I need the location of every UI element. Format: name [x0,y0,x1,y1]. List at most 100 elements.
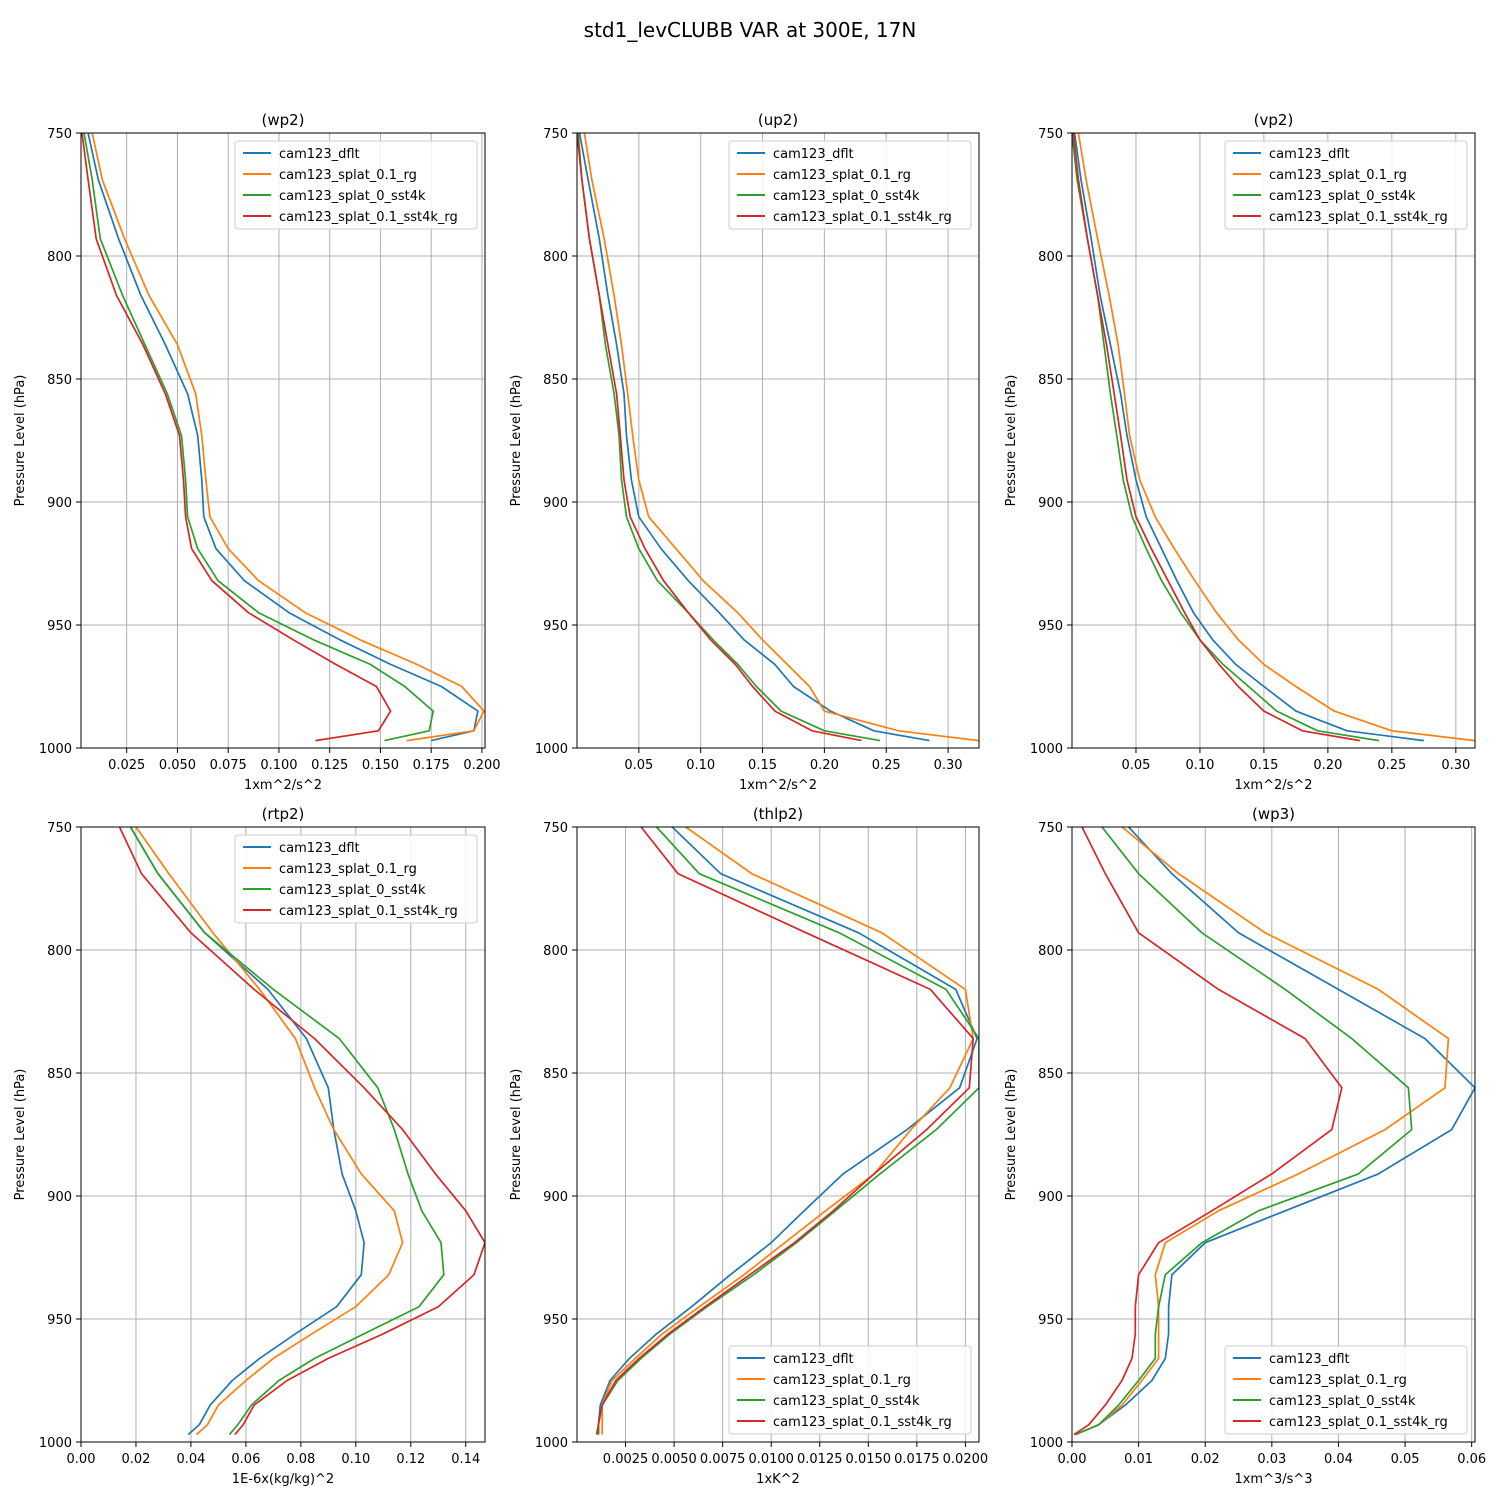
series-line-3 [595,827,979,1435]
y-axis-label: Pressure Level (hPa) [509,375,524,507]
legend-entry-4: cam123_splat_0.1_sst4k_rg [279,210,458,225]
x-tick-label: 0.0175 [894,1452,940,1467]
legend-entry-3: cam123_splat_0_sst4k [773,189,920,204]
y-tick-label: 1000 [1030,742,1063,757]
x-tick-label: 0.20 [810,758,839,773]
x-tick-label: 0.0025 [603,1452,649,1467]
x-tick-label: 0.00 [67,1452,96,1467]
legend-entry-3: cam123_splat_0_sst4k [773,1394,920,1409]
y-tick-label: 900 [1038,1190,1063,1205]
series-group [595,827,979,1435]
panel-6: 0.00 0.01 0.02 0.03 0.04 0.05 0.06 750 800 850 900… [1004,805,1486,1487]
x-tick-label: 0.10 [686,758,715,773]
series-line-3 [1074,827,1413,1436]
x-tick-label: 0.01 [1124,1452,1153,1467]
panel-3: 0.05 0.10 0.15 0.20 0.25 0.30 750 800 850 900 950 1… [1004,111,1476,793]
y-tick-label: 950 [543,1313,568,1328]
y-tick-label: 800 [47,250,72,265]
y-tick-label: 950 [543,619,568,634]
x-tick-label: 0.25 [872,758,901,773]
legend-entry-4: cam123_splat_0.1_sst4k_rg [773,1415,952,1430]
series-line-2 [1074,827,1450,1436]
axes-frame [1071,132,1476,749]
y-tick-label: 1000 [535,742,568,757]
x-tick-label: 0.0150 [846,1452,892,1467]
series-line-2 [583,133,979,742]
legend-entry-3: cam123_splat_0_sst4k [279,883,426,898]
axes-frame [576,826,980,1443]
series-group [577,133,979,742]
y-tick-label: 800 [1038,944,1063,959]
y-tick-label: 1000 [535,1436,568,1451]
y-tick-label: 900 [47,1190,72,1205]
legend-entry-1: cam123_dflt [279,147,360,162]
panel-1: 0.025 0.050 0.075 0.100 0.125 0.150 0.175 0.200… [13,111,501,793]
x-tick-label: 0.03 [1257,1452,1286,1467]
x-tick-label: 0.075 [210,758,247,773]
panel-title: (wp3) [1252,805,1295,823]
series-group [81,133,485,742]
axes-frame [576,132,980,749]
x-tick-label: 0.10 [1185,758,1214,773]
series-line-1 [87,133,479,742]
series-line-4 [577,133,862,742]
legend-entry-4: cam123_splat_0.1_sst4k_rg [1269,210,1448,225]
legend: cam123_dflt cam123_splat_0.1_rg cam123_spl… [1224,140,1468,230]
legend-box [728,1345,972,1435]
series-line-2 [135,827,404,1436]
y-tick-label: 900 [543,496,568,511]
x-tick-label: 0.025 [108,758,145,773]
legend-box [1224,1345,1468,1435]
y-tick-label: 800 [47,944,72,959]
y-axis-label: Pressure Level (hPa) [1004,375,1019,507]
x-axis-label: 1xm^3/s^3 [1234,1472,1312,1487]
x-tick-label: 0.02 [121,1452,150,1467]
x-tick-label: 0.0200 [943,1452,989,1467]
y-tick-label: 750 [47,821,72,836]
x-tick-label: 0.150 [362,758,399,773]
series-line-4 [118,827,485,1436]
axes-frame [80,826,486,1443]
series-line-1 [1074,827,1475,1436]
x-tick-label: 0.04 [176,1452,205,1467]
legend-entry-2: cam123_splat_0.1_rg [1269,168,1407,183]
y-tick-label: 900 [1038,496,1063,511]
series-group [118,827,485,1436]
panel-2: 0.05 0.10 0.15 0.20 0.25 0.30 750 800 850 900 950 1… [509,111,980,793]
legend-box [234,834,478,924]
y-tick-label: 850 [47,1067,72,1082]
x-tick-label: 0.25 [1377,758,1406,773]
legend: cam123_dflt cam123_splat_0.1_rg cam123_spl… [728,140,972,230]
y-tick-label: 750 [543,127,568,142]
legend-entry-2: cam123_splat_0.1_rg [279,862,417,877]
y-tick-label: 1000 [39,742,72,757]
y-tick-label: 850 [47,373,72,388]
legend: cam123_dflt cam123_splat_0.1_rg cam123_spl… [234,834,478,924]
legend-entry-4: cam123_splat_0.1_sst4k_rg [1269,1415,1448,1430]
panel-5: 0.0025 0.0050 0.0075 0.0100 0.0125 0.0150 0.01… [509,805,988,1487]
x-tick-label: 0.02 [1191,1452,1220,1467]
y-tick-label: 800 [543,944,568,959]
series-line-1 [597,827,978,1435]
legend-entry-3: cam123_splat_0_sst4k [1269,189,1416,204]
legend-entry-1: cam123_dflt [279,841,360,856]
y-tick-label: 800 [1038,250,1063,265]
x-tick-label: 0.14 [451,1452,480,1467]
y-tick-label: 850 [1038,373,1063,388]
y-axis-label: Pressure Level (hPa) [13,1069,28,1201]
x-axis-label: 1xK^2 [756,1472,800,1487]
y-tick-label: 950 [1038,1313,1063,1328]
panel-title: (vp2) [1254,111,1294,129]
y-tick-label: 800 [543,250,568,265]
y-tick-label: 750 [47,127,72,142]
legend: cam123_dflt cam123_splat_0.1_rg cam123_spl… [234,140,478,230]
legend-entry-1: cam123_dflt [773,147,854,162]
series-line-1 [129,827,365,1436]
x-tick-label: 0.0125 [797,1452,843,1467]
y-tick-label: 950 [47,1313,72,1328]
y-tick-label: 950 [47,619,72,634]
series-line-4 [1072,133,1361,742]
legend: cam123_dflt cam123_splat_0.1_rg cam123_spl… [1224,1345,1468,1435]
